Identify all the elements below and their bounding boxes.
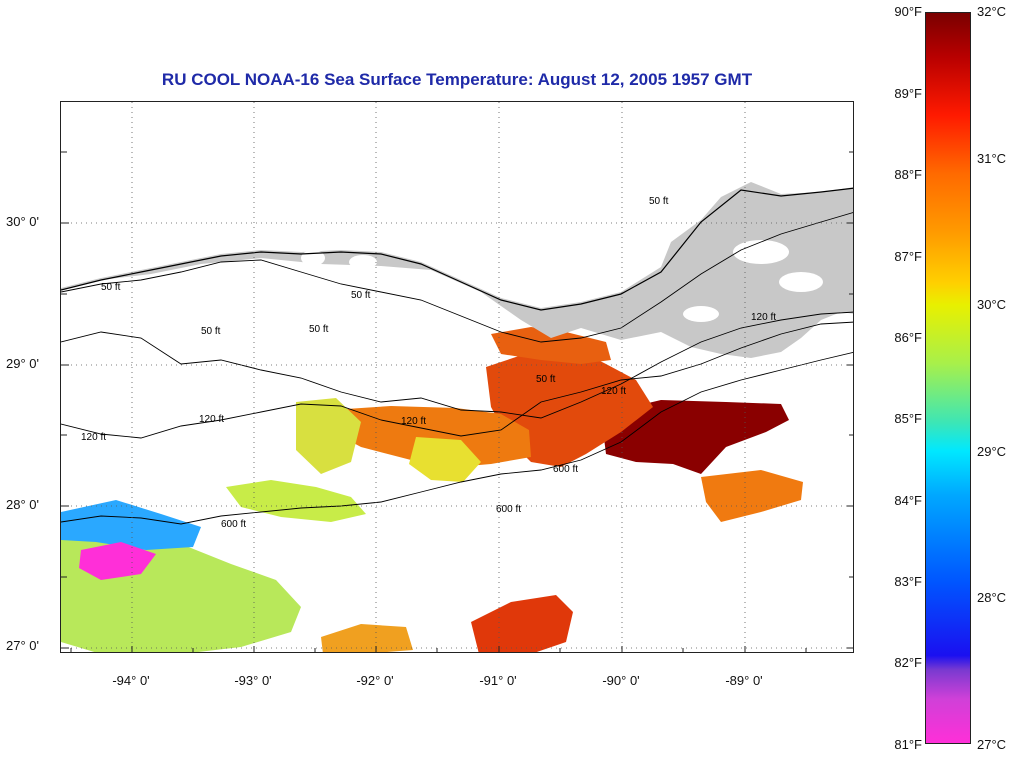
colorbar-f-label: 83°F [894,574,922,589]
colorbar-f-label: 85°F [894,411,922,426]
colorbar-f-label: 82°F [894,655,922,670]
sst-red-southwest [321,624,413,652]
contour-label: 120 ft [751,312,776,323]
colorbar-f-label: 88°F [894,167,922,182]
frame-ticks [61,151,853,652]
sst-yellow-band [296,398,361,474]
contour-label: 50 ft [101,282,121,293]
sst-cool-west [61,500,201,550]
lon-label: -90° 0' [602,673,640,688]
sst-hot-core [601,400,789,474]
contour-label: 120 ft [601,386,626,397]
lat-label: 30° 0' [6,214,39,229]
contour-label: 50 ft [649,196,669,207]
map-title: RU COOL NOAA-16 Sea Surface Temperature:… [161,70,753,89]
land-mass [61,102,853,358]
colorbar-f-label: 87°F [894,249,922,264]
lat-label: 28° 0' [6,497,39,512]
lon-label: -93° 0' [234,673,272,688]
coastline [61,187,853,311]
contour-label: 600 ft [221,519,246,530]
colorbar-c-label: 31°C [977,151,1007,166]
contour-label: 120 ft [199,414,224,425]
lon-label: -89° 0' [725,673,763,688]
colorbar-f-label: 84°F [894,493,922,508]
colorbar-f-label: 81°F [894,737,922,752]
colorbar-f-label: 86°F [894,330,922,345]
colorbar-c-label: 32°C [977,4,1007,19]
sst-map-canvas: 50 ft 50 ft 50 ft 50 ft 50 ft 120 ft 120… [61,102,853,652]
colorbar-c-label: 27°C [977,737,1007,752]
contour-label: 120 ft [401,416,426,427]
sst-river-plume [491,327,611,364]
temperature-colorbar [925,12,971,744]
sst-magenta-west [79,542,156,580]
graticule [61,102,853,652]
colorbar-c-label: 29°C [977,444,1007,459]
lon-label: -92° 0' [356,673,394,688]
sst-data-layer [61,327,803,652]
contour-label: 600 ft [496,504,521,515]
lon-label: -91° 0' [479,673,517,688]
lat-label: 27° 0' [6,638,39,653]
colorbar-f-label: 89°F [894,86,922,101]
sst-east-patch [701,470,803,522]
sst-map: 50 ft 50 ft 50 ft 50 ft 50 ft 120 ft 120… [60,101,854,653]
colorbar-c-label: 28°C [977,590,1007,605]
sst-green-strip [226,480,366,522]
contour-label: 50 ft [201,326,221,337]
lat-label: 29° 0' [6,356,39,371]
contour-label: 600 ft [553,464,578,475]
sst-warm-band [331,406,531,467]
depth-contours [61,212,853,525]
contour-label: 50 ft [351,290,371,301]
colorbar-c-label: 30°C [977,297,1007,312]
contour-label: 50 ft [536,374,556,385]
contour-label: 50 ft [309,324,329,335]
sst-yellow-patch [409,437,481,482]
contour-label: 120 ft [81,432,106,443]
land-lakes [202,176,823,322]
colorbar-f-label: 90°F [894,4,922,19]
lon-label: -94° 0' [112,673,150,688]
sst-red-south [471,595,573,652]
